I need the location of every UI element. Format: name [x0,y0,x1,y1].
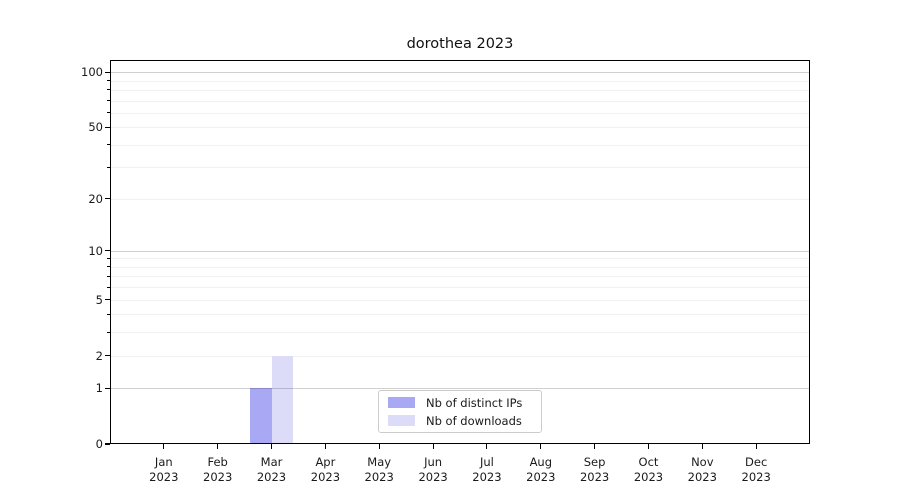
x-axis-tick [163,444,165,449]
legend-label: Nb of distinct IPs [426,395,523,410]
x-tick-label: Sep 2023 [579,455,610,484]
y-axis-minor-tick [107,100,110,101]
x-tick-label: Mar 2023 [256,455,287,484]
x-tick-label: May 2023 [364,455,394,484]
y-axis-minor-tick [107,266,110,268]
chart-title: dorothea 2023 [406,36,514,52]
gridline-major [110,250,810,252]
gridline-minor [110,332,810,334]
y-tick-label: 100 [81,65,103,80]
x-axis-tick [378,444,380,449]
y-axis-minor-tick [107,112,110,114]
x-axis-tick [486,444,488,449]
legend-item: Nb of distinct IPs [388,396,532,410]
gridline-minor [110,80,810,82]
legend: Nb of distinct IPs Nb of downloads [378,390,542,433]
x-tick-label: Aug 2023 [526,455,556,484]
gridline-minor [110,299,810,301]
x-tick-label: Jan 2023 [149,455,179,484]
bar [250,388,272,444]
y-tick-label: 5 [95,292,103,307]
y-tick-label: 2 [95,348,103,363]
legend-label: Nb of downloads [426,413,522,428]
x-tick-label: Jun 2023 [418,455,448,484]
y-axis-tick [104,299,110,301]
x-tick-label: Feb 2023 [203,455,233,484]
gridline-minor [110,287,810,289]
y-axis-minor-tick [107,89,110,91]
y-axis-tick [104,250,110,252]
gridline-minor [110,167,810,169]
x-tick-label: Apr 2023 [310,455,341,484]
x-axis-tick [701,444,703,449]
gridline-minor [110,100,810,102]
y-tick-label: 50 [88,120,103,135]
gridline-minor [110,258,810,260]
y-axis-tick [104,198,110,200]
y-tick-label: 10 [88,243,103,258]
x-tick-label: Jul 2023 [472,455,502,484]
gridline-minor [110,89,810,91]
gridline-major [110,72,810,74]
x-axis-tick [432,444,434,449]
x-tick-label: Dec 2023 [741,455,771,484]
bar [271,355,293,444]
gridline-minor [110,266,810,268]
legend-swatch [388,415,415,426]
gridline-major [110,388,810,390]
gridline-minor [110,198,810,200]
x-axis-tick [540,444,542,449]
gridline-minor [110,127,810,129]
x-axis-tick [594,444,596,449]
y-axis-minor-tick [107,257,110,259]
gridline-minor [110,355,810,357]
y-axis-minor-tick [107,144,110,146]
y-axis-tick [104,443,110,445]
y-axis-minor-tick [107,313,110,315]
x-axis-tick [755,444,757,449]
x-axis-tick [217,444,219,449]
legend-swatch [388,397,415,408]
y-axis-minor-tick [107,331,110,333]
x-axis-tick [647,444,650,449]
y-tick-label: 20 [88,191,103,206]
y-tick-label: 0 [95,437,103,451]
y-axis-minor-tick [107,80,110,81]
x-tick-label: Oct 2023 [633,455,664,484]
gridline-minor [110,276,810,278]
y-axis-minor-tick [107,275,110,277]
y-axis-tick [104,354,110,357]
legend-item: Nb of downloads [388,414,532,428]
x-axis-tick [270,444,273,449]
y-axis-minor-tick [107,166,110,168]
plot-frame [110,60,810,444]
x-axis-tick [324,444,326,449]
y-tick-label: 1 [95,381,103,396]
y-axis-minor-tick [107,286,110,288]
gridline-minor [110,112,810,114]
y-axis-tick [104,71,110,73]
y-axis-tick [104,387,110,389]
gridline-minor [110,144,810,146]
gridline-minor [110,314,810,316]
y-axis-tick [104,126,110,128]
x-tick-label: Nov 2023 [687,455,717,484]
